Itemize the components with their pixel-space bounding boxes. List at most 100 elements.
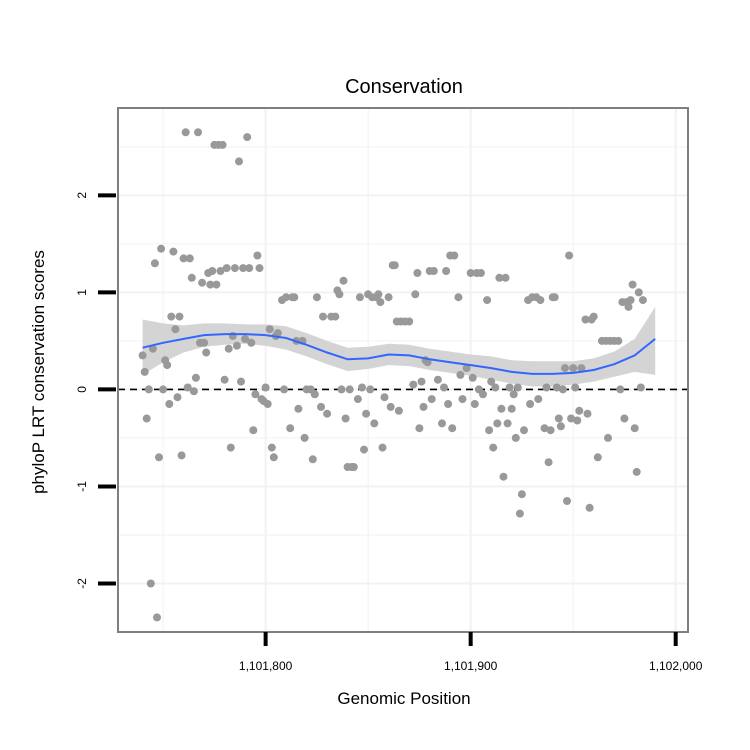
data-point bbox=[251, 390, 260, 399]
data-point bbox=[159, 385, 168, 394]
data-point bbox=[417, 377, 426, 386]
data-point bbox=[405, 317, 414, 326]
data-point bbox=[218, 140, 227, 149]
data-point bbox=[273, 329, 282, 338]
data-point bbox=[253, 251, 262, 260]
data-point bbox=[280, 385, 289, 394]
data-point bbox=[394, 406, 403, 415]
data-point bbox=[255, 264, 264, 273]
data-point bbox=[520, 426, 528, 435]
data-point bbox=[415, 424, 424, 433]
data-point bbox=[497, 404, 506, 413]
data-point bbox=[569, 364, 578, 373]
data-point bbox=[468, 373, 477, 382]
data-point bbox=[216, 267, 225, 275]
data-point bbox=[183, 383, 192, 392]
data-point bbox=[511, 433, 520, 442]
data-point bbox=[317, 402, 325, 411]
data-point bbox=[567, 414, 576, 423]
smooth-trend bbox=[142, 333, 656, 375]
data-point bbox=[245, 264, 254, 273]
data-point bbox=[515, 509, 524, 518]
data-points bbox=[138, 128, 647, 622]
data-point bbox=[358, 383, 366, 392]
data-point bbox=[454, 293, 463, 302]
data-point bbox=[157, 244, 166, 253]
smooth-line bbox=[142, 333, 656, 375]
data-point bbox=[581, 315, 590, 324]
data-point bbox=[142, 414, 151, 423]
data-point bbox=[505, 383, 514, 392]
data-point bbox=[487, 377, 496, 386]
data-point bbox=[286, 424, 295, 433]
data-point bbox=[269, 453, 278, 462]
data-point bbox=[448, 424, 457, 433]
data-point bbox=[300, 433, 309, 442]
data-point bbox=[249, 426, 258, 435]
data-point bbox=[194, 128, 202, 137]
data-point bbox=[458, 395, 467, 404]
data-point bbox=[544, 458, 553, 467]
x-tick-label: 1,102,000 bbox=[649, 659, 703, 673]
data-point bbox=[150, 259, 159, 268]
data-point bbox=[310, 390, 319, 399]
y-axis-ticks: -2 -1 0 1 2 bbox=[75, 192, 116, 589]
data-point bbox=[507, 404, 516, 413]
data-point bbox=[583, 409, 592, 418]
data-point bbox=[413, 269, 422, 277]
y-tick-label: -1 bbox=[75, 481, 89, 492]
data-point bbox=[626, 296, 635, 305]
data-point bbox=[479, 390, 487, 399]
data-point bbox=[212, 280, 221, 289]
y-tick-label: 0 bbox=[75, 386, 89, 393]
data-point bbox=[442, 267, 451, 275]
data-point bbox=[636, 383, 645, 392]
data-point bbox=[294, 404, 303, 413]
data-point bbox=[167, 312, 176, 321]
data-point bbox=[337, 385, 346, 394]
data-point bbox=[353, 395, 362, 404]
data-point bbox=[554, 414, 563, 423]
x-axis-label: Genomic Position bbox=[337, 689, 470, 708]
data-point bbox=[550, 293, 559, 302]
data-point bbox=[593, 453, 602, 462]
data-point bbox=[433, 375, 442, 384]
data-point bbox=[565, 251, 574, 260]
data-point bbox=[155, 453, 163, 462]
data-point bbox=[438, 419, 446, 428]
data-point bbox=[483, 296, 492, 305]
data-point bbox=[144, 385, 153, 394]
data-point bbox=[534, 395, 543, 404]
data-point bbox=[384, 293, 393, 302]
data-point bbox=[323, 409, 332, 418]
data-point bbox=[517, 490, 526, 499]
y-axis-label: phyloP LRT conservation scores bbox=[29, 250, 48, 494]
data-point bbox=[349, 463, 358, 471]
data-point bbox=[476, 269, 485, 277]
data-point bbox=[222, 264, 231, 273]
data-point bbox=[206, 280, 215, 289]
data-point bbox=[571, 383, 580, 392]
data-point bbox=[376, 298, 385, 307]
data-point bbox=[339, 276, 348, 285]
data-point bbox=[604, 433, 612, 442]
data-point bbox=[378, 443, 387, 452]
data-point bbox=[263, 400, 272, 408]
data-point bbox=[489, 443, 498, 452]
data-point bbox=[374, 290, 383, 299]
data-point bbox=[536, 296, 545, 305]
data-point bbox=[175, 312, 184, 321]
data-point bbox=[491, 383, 500, 392]
data-point bbox=[169, 247, 178, 256]
data-point bbox=[179, 254, 188, 263]
data-point bbox=[165, 400, 174, 408]
data-point bbox=[202, 348, 211, 357]
data-point bbox=[450, 251, 459, 260]
data-point bbox=[208, 267, 217, 275]
data-point bbox=[456, 370, 465, 379]
data-point bbox=[585, 503, 594, 512]
x-axis-ticks: 1,101,800 1,101,900 1,102,000 bbox=[239, 632, 703, 673]
data-point bbox=[628, 280, 637, 289]
data-point bbox=[239, 264, 248, 273]
data-point bbox=[495, 273, 504, 282]
